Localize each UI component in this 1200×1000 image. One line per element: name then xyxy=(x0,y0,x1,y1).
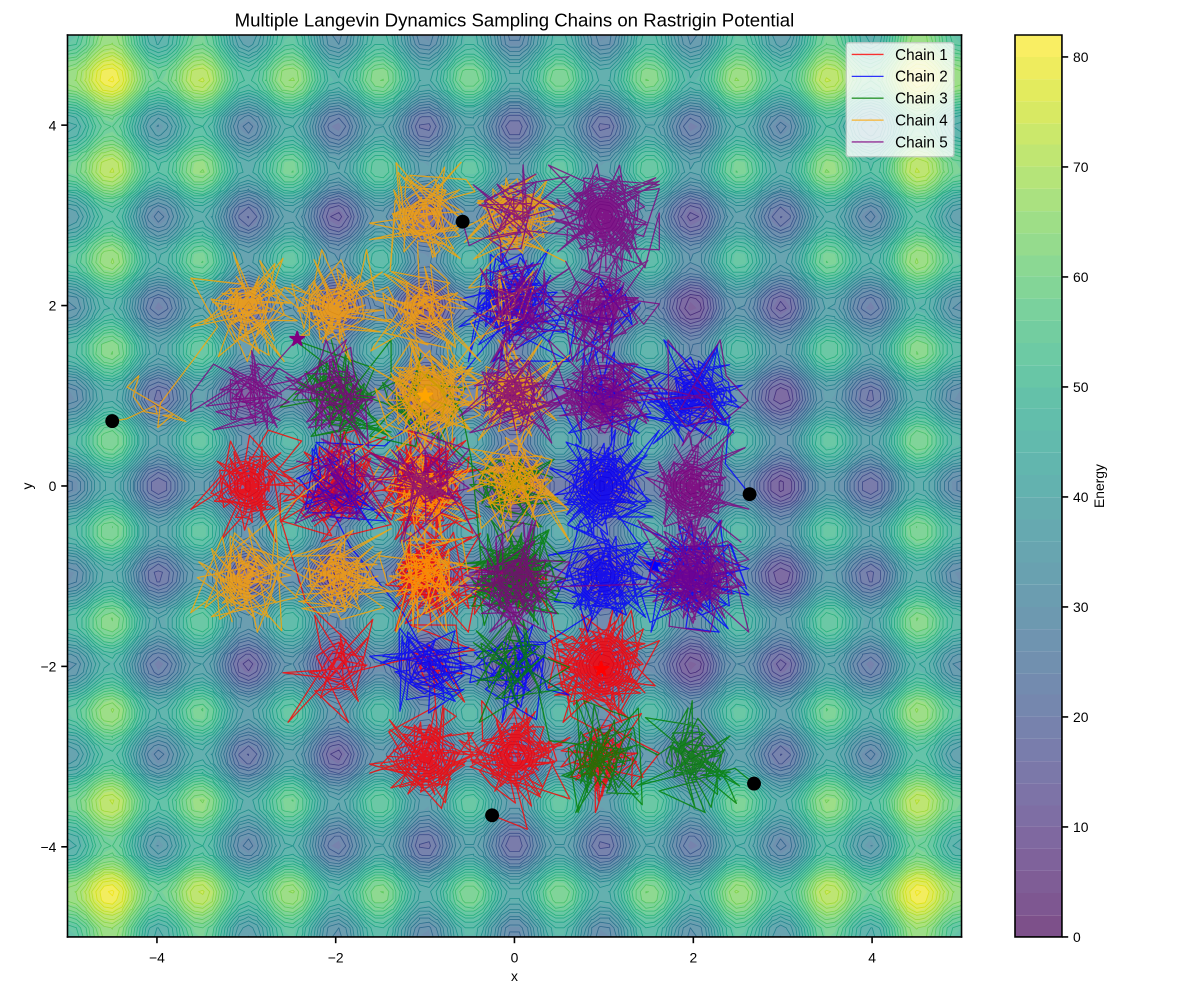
svg-text:−2: −2 xyxy=(41,658,57,674)
svg-text:10: 10 xyxy=(1073,819,1089,835)
svg-text:−4: −4 xyxy=(149,949,165,965)
svg-text:Chain 1: Chain 1 xyxy=(895,47,948,64)
svg-text:x: x xyxy=(511,968,518,984)
svg-text:20: 20 xyxy=(1073,709,1089,725)
svg-text:Chain 5: Chain 5 xyxy=(895,134,948,151)
svg-text:Multiple Langevin Dynamics Sam: Multiple Langevin Dynamics Sampling Chai… xyxy=(235,10,795,31)
svg-text:Chain 3: Chain 3 xyxy=(895,91,948,108)
svg-text:0: 0 xyxy=(49,478,57,494)
svg-text:4: 4 xyxy=(868,949,876,965)
svg-text:60: 60 xyxy=(1073,269,1089,285)
svg-text:Chain 4: Chain 4 xyxy=(895,112,948,129)
svg-text:Chain 2: Chain 2 xyxy=(895,69,948,86)
svg-text:80: 80 xyxy=(1073,49,1089,65)
svg-text:40: 40 xyxy=(1073,489,1089,505)
svg-text:Energy: Energy xyxy=(1091,464,1107,508)
svg-text:50: 50 xyxy=(1073,379,1089,395)
svg-text:2: 2 xyxy=(689,949,697,965)
svg-text:0: 0 xyxy=(511,949,519,965)
svg-text:2: 2 xyxy=(49,298,57,314)
svg-text:70: 70 xyxy=(1073,159,1089,175)
svg-text:30: 30 xyxy=(1073,599,1089,615)
svg-text:4: 4 xyxy=(49,117,57,133)
svg-text:y: y xyxy=(19,483,35,490)
svg-text:0: 0 xyxy=(1073,929,1081,945)
svg-text:−4: −4 xyxy=(41,839,57,855)
svg-text:−2: −2 xyxy=(328,949,344,965)
